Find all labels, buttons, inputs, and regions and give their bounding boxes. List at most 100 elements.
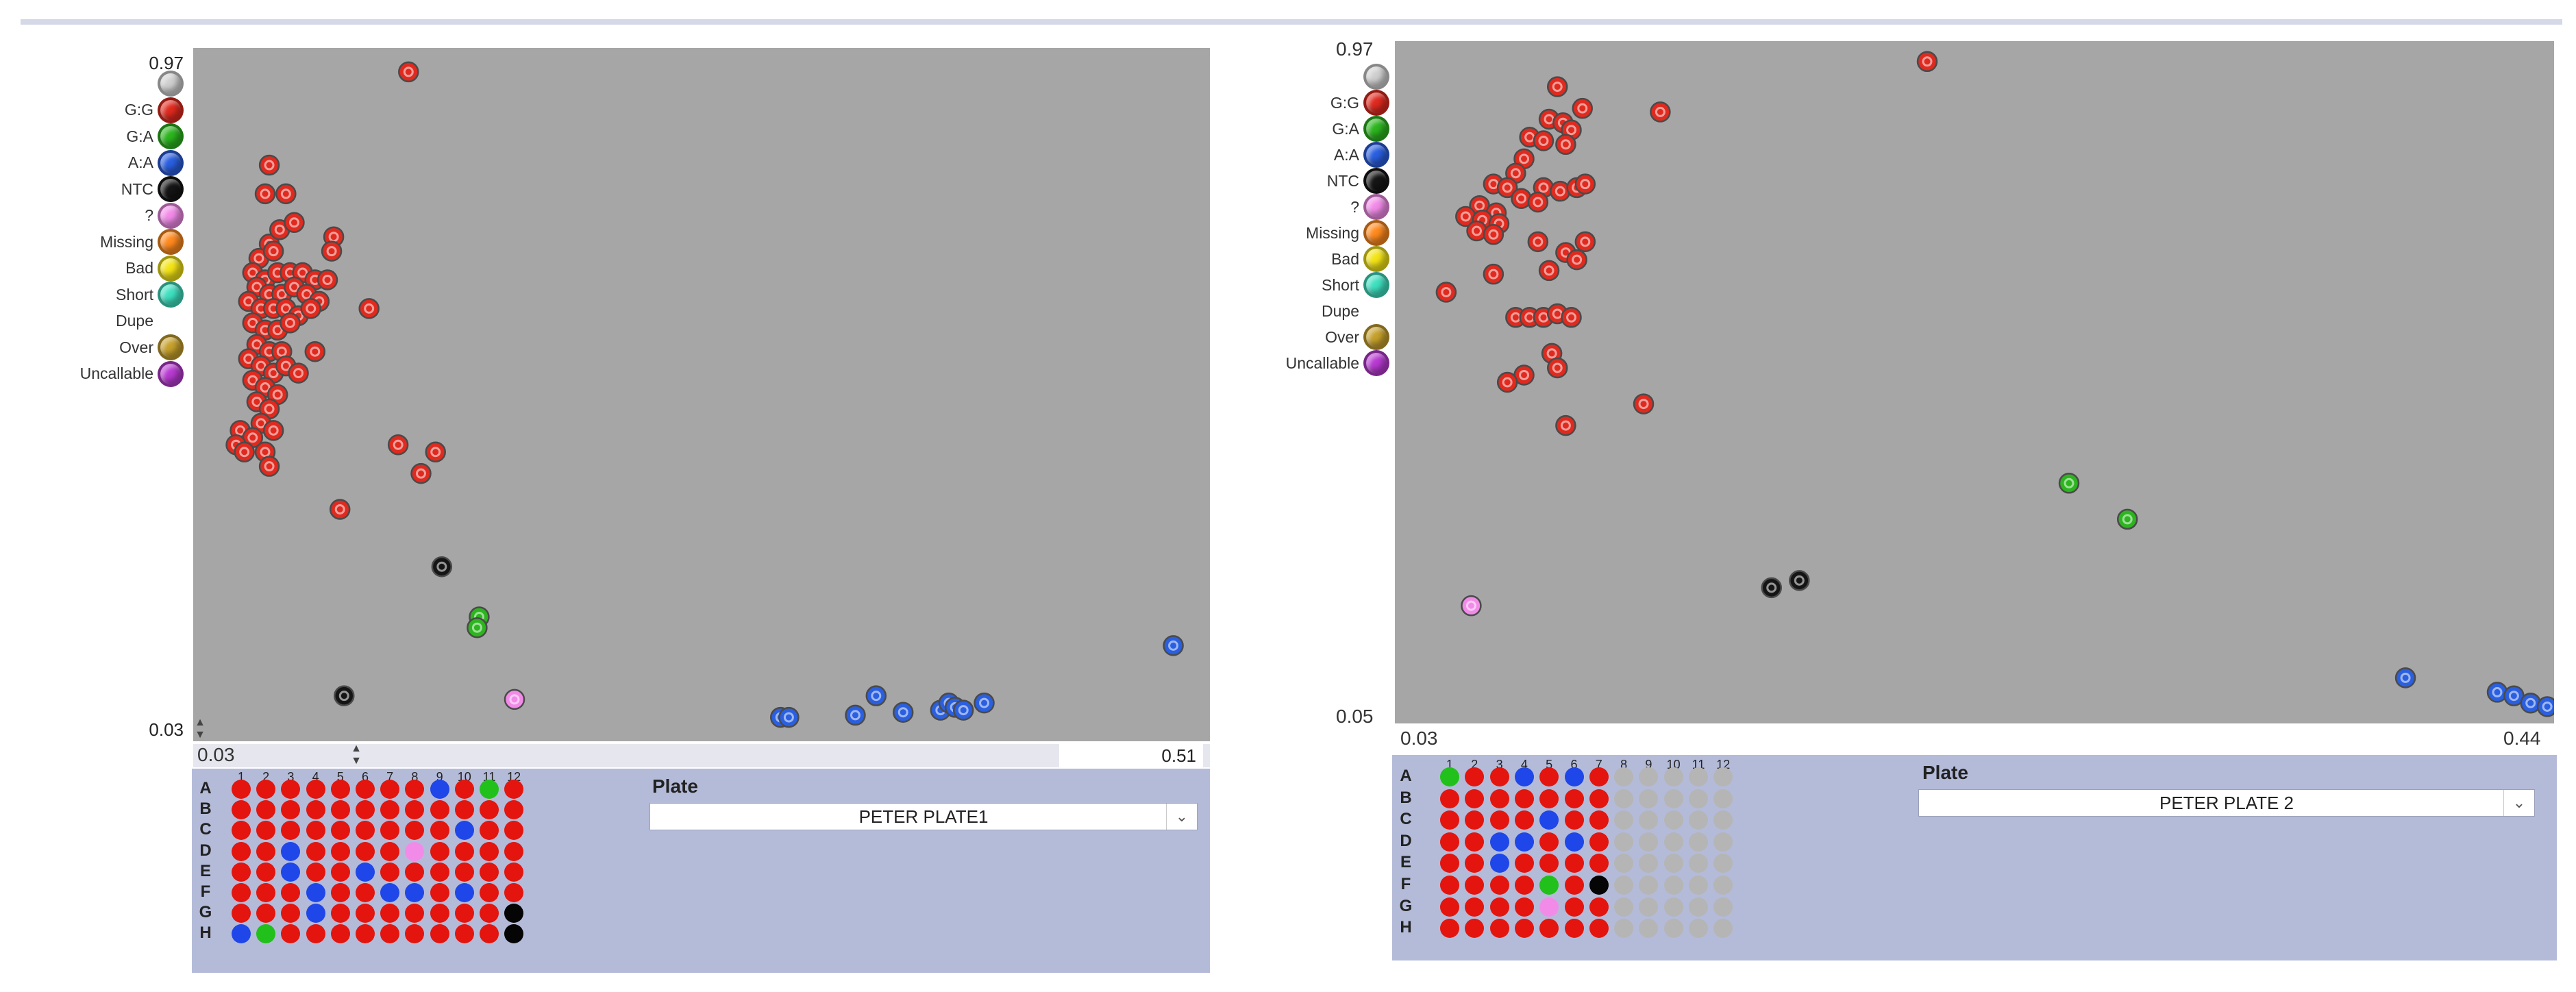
plate-well[interactable] [1663,876,1683,895]
data-point-gg[interactable] [1513,364,1535,386]
data-point-aa[interactable] [865,685,887,706]
data-point-gg[interactable] [1546,76,1568,97]
data-point-aa[interactable] [1163,635,1184,656]
plate-well[interactable] [1713,832,1733,852]
data-point-gg[interactable] [425,441,446,462]
plate-well[interactable] [256,821,276,841]
plate-well[interactable] [430,841,449,861]
plate-well[interactable] [330,904,350,923]
plate-well[interactable] [256,780,276,799]
plate-well[interactable] [232,800,251,820]
plate-well[interactable] [1489,876,1509,895]
plate-well[interactable] [281,841,301,861]
plate-well[interactable] [281,780,301,799]
data-point-ga[interactable] [2058,473,2080,494]
data-point-gg[interactable] [1533,130,1555,151]
plate-well[interactable] [1689,767,1708,786]
plate-well[interactable] [480,841,499,861]
plate-well[interactable] [306,841,325,861]
plate-well[interactable] [405,780,425,799]
plate-well[interactable] [232,862,251,882]
plate-well[interactable] [1514,876,1534,895]
plate-well[interactable] [1639,919,1659,939]
plate-well[interactable] [1663,767,1683,786]
plate-well[interactable] [1713,767,1733,786]
plate-well[interactable] [356,841,375,861]
plate-well[interactable] [1589,832,1609,852]
data-point-aa[interactable] [892,702,914,723]
data-point-gg[interactable] [1496,371,1518,393]
plate-well[interactable] [1564,876,1584,895]
data-point-gg[interactable] [234,441,255,462]
chevron-down-icon[interactable]: ⌄ [1166,804,1197,830]
data-point-gg[interactable] [280,312,301,334]
plate-well[interactable] [1689,832,1708,852]
plate-well[interactable] [1465,876,1485,895]
data-point-gg[interactable] [1574,173,1596,195]
plate-well[interactable] [1514,854,1534,873]
data-point-gg[interactable] [1650,101,1671,123]
plate-well[interactable] [480,800,499,820]
plate-well[interactable] [1440,789,1459,808]
data-point-gg[interactable] [329,499,351,520]
y-min-spinner[interactable]: ▲ ▼ [195,717,206,741]
plate-well[interactable] [380,780,400,799]
data-point-ntc[interactable] [431,556,453,578]
data-point-gg[interactable] [1527,231,1549,253]
data-point-gg[interactable] [1555,134,1576,156]
data-point-gg[interactable] [1483,263,1504,285]
plate-well[interactable] [1564,854,1584,873]
plate-well[interactable] [1639,789,1659,808]
data-point-gg[interactable] [410,462,432,484]
plate-well[interactable] [405,862,425,882]
plate-well[interactable] [1689,919,1708,939]
plate-well[interactable] [1614,876,1634,895]
plate-well[interactable] [1514,919,1534,939]
plate-well[interactable] [306,883,325,902]
plate-well[interactable] [1465,810,1485,830]
plate-well[interactable] [380,883,400,902]
data-point-gg[interactable] [284,212,305,234]
data-point-gg[interactable] [1561,307,1582,328]
plate-well[interactable] [1614,832,1634,852]
plate-well[interactable] [1663,832,1683,852]
data-point-ntc[interactable] [1761,577,1782,599]
plate-well[interactable] [281,883,301,902]
plate-well[interactable] [1663,854,1683,873]
plate-well[interactable] [1539,876,1559,895]
plate-well[interactable] [405,924,425,944]
plate-well[interactable] [504,883,524,902]
plate-well[interactable] [1589,789,1609,808]
plate-well[interactable] [256,800,276,820]
data-point-aa[interactable] [2486,682,2508,703]
plate-well[interactable] [454,800,474,820]
data-point-aa[interactable] [778,706,800,728]
plate-well[interactable] [1564,897,1584,917]
data-point-aa[interactable] [2536,696,2554,717]
plate-well[interactable] [504,800,524,820]
plate-well[interactable] [405,904,425,923]
plate-well[interactable] [356,904,375,923]
plate-well[interactable] [1539,919,1559,939]
plate-well[interactable] [1440,810,1459,830]
plate-well[interactable] [454,862,474,882]
plate-well[interactable] [454,883,474,902]
data-point-gg[interactable] [1527,191,1549,213]
plate-well[interactable] [1614,810,1634,830]
plate-well[interactable] [380,841,400,861]
plate-well[interactable] [430,862,449,882]
plate-well[interactable] [1489,854,1509,873]
data-point-gg[interactable] [1916,51,1938,73]
data-point-gg[interactable] [300,298,321,319]
plate-well[interactable] [480,780,499,799]
plate-well[interactable] [1514,832,1534,852]
plate-well[interactable] [356,821,375,841]
data-point-gg[interactable] [1561,119,1582,140]
plate-well[interactable] [1514,789,1534,808]
plate-well[interactable] [454,780,474,799]
plate-well[interactable] [1440,919,1459,939]
plate-select-1[interactable]: PETER PLATE1 ⌄ [649,803,1198,830]
plate-well[interactable] [1539,897,1559,917]
plate-well[interactable] [330,924,350,944]
plate-well[interactable] [1514,810,1534,830]
